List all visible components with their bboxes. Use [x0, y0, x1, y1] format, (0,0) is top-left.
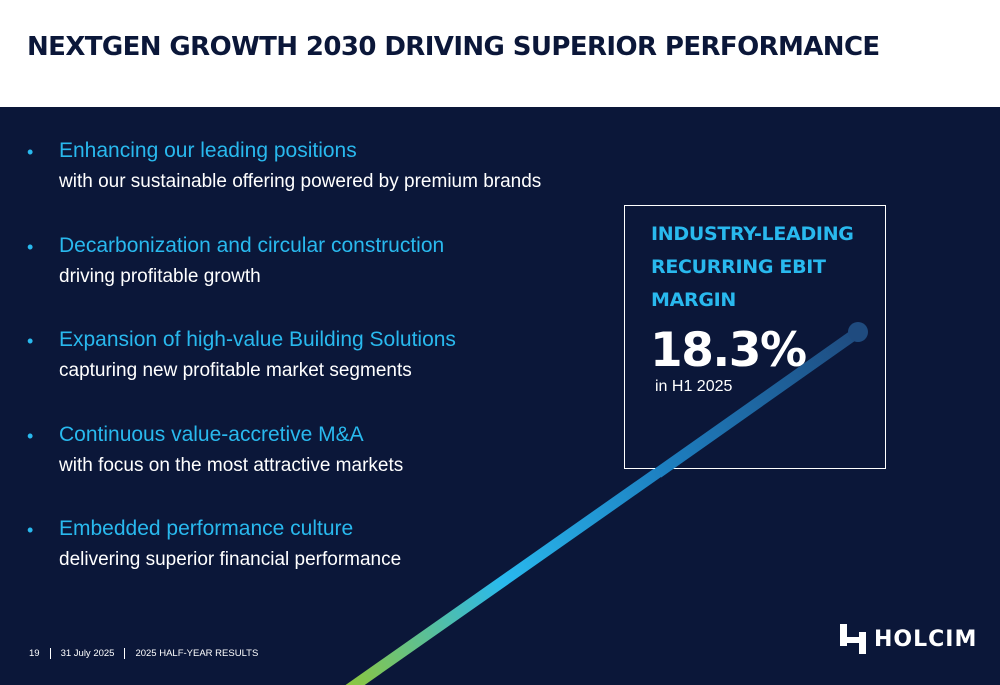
bullet-heading: Continuous value-accretive M&A	[59, 422, 364, 446]
bullet-item: • Continuous value-accretive M&A with fo…	[27, 422, 607, 517]
bullet-dot-icon: •	[27, 331, 34, 351]
bullet-heading: Decarbonization and circular constructio…	[59, 233, 445, 257]
bullet-subtext: with our sustainable offering powered by…	[59, 171, 542, 192]
footer-divider	[124, 648, 126, 659]
kpi-box: INDUSTRY-LEADING RECURRING EBIT MARGIN 1…	[624, 205, 886, 469]
bullet-item: • Embedded performance culture deliverin…	[27, 516, 607, 611]
bullet-subtext: with focus on the most attractive market…	[59, 454, 404, 476]
holcim-h-icon	[840, 624, 866, 654]
holcim-logo: HOLCIM	[838, 620, 977, 658]
bullet-item: • Enhancing our leading positions with o…	[27, 138, 607, 233]
bullet-heading: Embedded performance culture	[59, 517, 354, 540]
bullet-subtext: capturing new profitable market segments	[59, 360, 412, 381]
bullet-dot-icon: •	[27, 236, 34, 257]
footer-divider	[49, 648, 51, 659]
bullet-list: • Enhancing our leading positions with o…	[27, 138, 607, 611]
footer-date: 31 July 2025	[60, 648, 115, 659]
kpi-note: in H1 2025	[655, 378, 733, 395]
slide-title: NEXTGEN GROWTH 2030 DRIVING SUPERIOR PER…	[27, 32, 880, 62]
bullet-item: • Decarbonization and circular construct…	[27, 233, 607, 328]
bullet-heading: Enhancing our leading positions	[59, 139, 357, 162]
bullet-dot-icon: •	[27, 520, 34, 540]
bullet-heading: Expansion of high-value Building Solutio…	[59, 328, 456, 351]
footer: 19 31 July 2025 2025 HALF-YEAR RESULTS	[29, 648, 258, 659]
bullet-subtext: delivering superior financial performanc…	[59, 549, 402, 570]
logo-text: HOLCIM	[874, 626, 978, 652]
page-number: 19	[29, 648, 40, 659]
bullet-dot-icon: •	[27, 142, 34, 162]
bullet-dot-icon: •	[27, 425, 34, 446]
footer-section: 2025 HALF-YEAR RESULTS	[135, 648, 259, 659]
header-bar: NEXTGEN GROWTH 2030 DRIVING SUPERIOR PER…	[0, 0, 1000, 107]
kpi-value: 18.3%	[650, 323, 807, 378]
bullet-subtext: driving profitable growth	[59, 265, 261, 287]
kpi-label: INDUSTRY-LEADING RECURRING EBIT MARGIN	[651, 223, 854, 311]
bullet-item: • Expansion of high-value Building Solut…	[27, 327, 607, 422]
